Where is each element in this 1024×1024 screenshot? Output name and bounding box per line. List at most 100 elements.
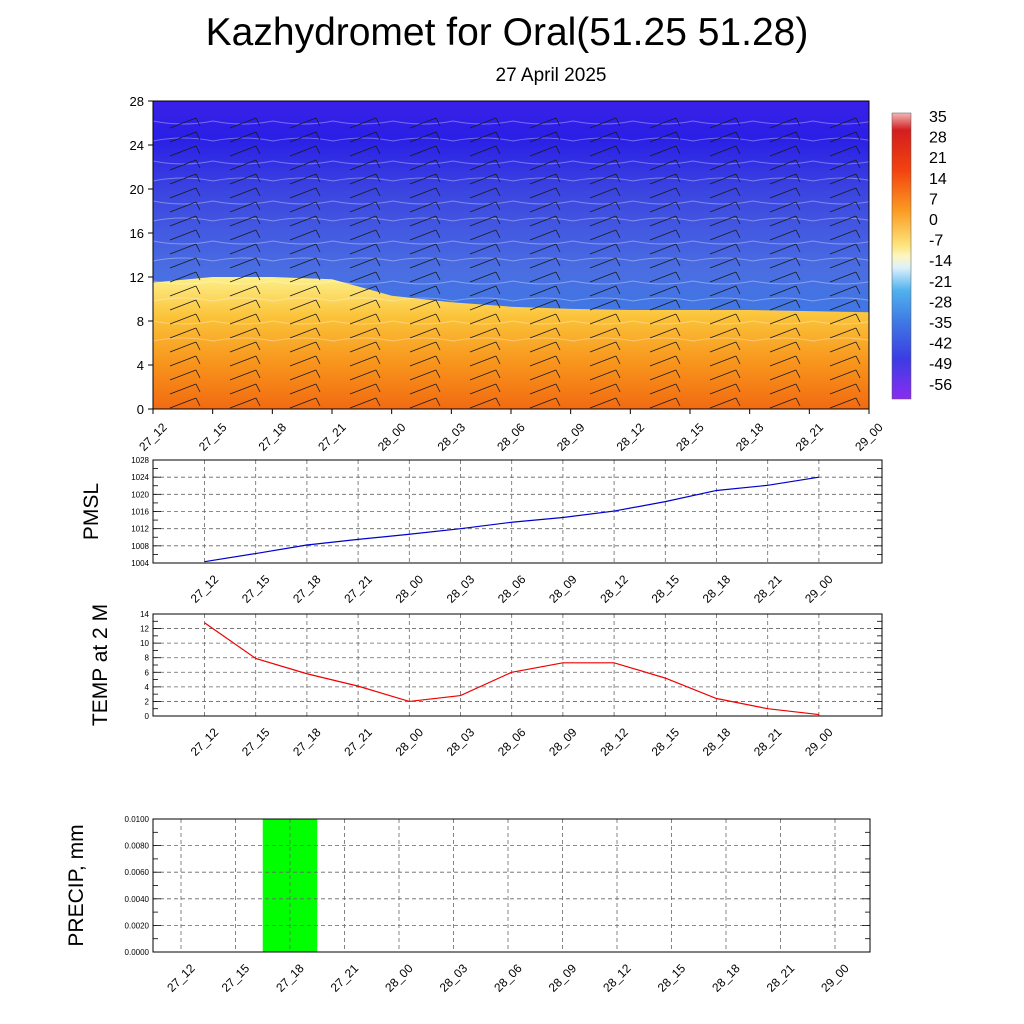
- wind-barb: [409, 117, 441, 129]
- y-tick-label: 0.0020: [125, 921, 150, 930]
- colorbar-label: -7: [929, 233, 943, 250]
- wind-barb: [589, 229, 621, 241]
- wind-barb: [169, 299, 201, 311]
- wind-barb: [469, 313, 501, 325]
- wind-barb: [529, 173, 561, 185]
- colorbar-label: 14: [929, 171, 947, 188]
- wind-barb: [169, 159, 201, 171]
- wind-barb: [409, 355, 441, 367]
- x-tick-label: 27_15: [239, 725, 273, 759]
- y-axis-title: PMSL: [80, 483, 103, 540]
- wind-barb: [409, 383, 441, 395]
- wind-barb: [709, 229, 741, 241]
- wind-barb: [769, 313, 801, 325]
- x-tick-label: 28_21: [764, 961, 798, 995]
- wind-barb: [649, 201, 681, 213]
- colorbar-label: -56: [929, 377, 952, 394]
- wind-barb: [529, 257, 561, 269]
- wind-barb: [229, 313, 261, 325]
- colorbar-label: -49: [929, 356, 952, 373]
- wind-barb: [349, 285, 381, 297]
- x-tick-label: 27_21: [328, 961, 362, 995]
- wind-barb: [349, 355, 381, 367]
- wind-barb: [169, 383, 201, 395]
- x-tick-label: 28_21: [751, 572, 785, 606]
- wind-barb: [829, 229, 861, 241]
- wind-barb: [409, 313, 441, 325]
- wind-barb: [469, 145, 501, 157]
- wind-barb: [829, 187, 861, 199]
- wind-barb: [349, 257, 381, 269]
- wind-barb: [589, 173, 621, 185]
- wind-barb: [769, 299, 801, 311]
- wind-barb: [169, 187, 201, 199]
- wind-barb: [829, 313, 861, 325]
- wind-barb: [349, 173, 381, 185]
- wind-barb: [709, 397, 741, 409]
- wind-barb: [589, 145, 621, 157]
- wind-barb: [769, 397, 801, 409]
- y-tick-label: 8: [145, 654, 150, 663]
- x-tick-label: 28_21: [751, 725, 785, 759]
- wind-barb: [589, 397, 621, 409]
- wind-barb: [589, 187, 621, 199]
- wind-barb: [229, 187, 261, 199]
- wind-barb: [709, 131, 741, 143]
- wind-barb: [469, 131, 501, 143]
- wind-barb: [529, 117, 561, 129]
- x-tick-label: 28_18: [709, 961, 743, 995]
- wind-barb: [829, 299, 861, 311]
- x-tick-label: 28_18: [733, 420, 767, 454]
- wind-barb: [409, 271, 441, 283]
- wind-barb: [589, 285, 621, 297]
- x-tick-label: 29_00: [802, 572, 836, 606]
- x-tick-label: 27_21: [315, 420, 349, 454]
- wind-barb: [589, 215, 621, 227]
- y-tick-label: 0.0040: [125, 895, 150, 904]
- wind-barb: [409, 327, 441, 339]
- wind-barb: [649, 229, 681, 241]
- wind-barb: [529, 243, 561, 255]
- wind-barb: [349, 159, 381, 171]
- wind-barb: [169, 229, 201, 241]
- wind-barb: [229, 341, 261, 353]
- x-tick-label: 29_00: [802, 725, 836, 759]
- y-tick-label: 1012: [131, 525, 149, 534]
- wind-barb: [409, 229, 441, 241]
- wind-barb: [169, 285, 201, 297]
- wind-barb: [289, 159, 321, 171]
- wind-barb: [709, 327, 741, 339]
- y-tick-label: 0.0060: [125, 868, 150, 877]
- wind-barb: [349, 313, 381, 325]
- wind-barb: [349, 243, 381, 255]
- wind-barb: [829, 383, 861, 395]
- contour-line: [153, 320, 869, 325]
- y-tick-label: 1008: [131, 542, 149, 551]
- wind-barb: [469, 299, 501, 311]
- wind-barb: [829, 355, 861, 367]
- x-tick-label: 28_12: [600, 961, 634, 995]
- wind-barb: [229, 257, 261, 269]
- x-tick-label: 28_09: [554, 420, 588, 454]
- wind-barb: [529, 313, 561, 325]
- wind-barb: [829, 215, 861, 227]
- wind-barb: [229, 229, 261, 241]
- wind-barb: [229, 243, 261, 255]
- x-tick-label: 28_09: [546, 961, 580, 995]
- wind-barb: [349, 299, 381, 311]
- wind-barb: [709, 187, 741, 199]
- wind-barb: [649, 159, 681, 171]
- colorbar-label: 7: [929, 191, 938, 208]
- wind-barb: [349, 187, 381, 199]
- wind-barb: [529, 285, 561, 297]
- panel-frame: [152, 459, 883, 564]
- wind-barb: [229, 397, 261, 409]
- wind-barb: [409, 257, 441, 269]
- y-tick-label: 2: [145, 697, 150, 706]
- x-tick-label: 28_15: [673, 420, 707, 454]
- wind-barb: [169, 117, 201, 129]
- wind-barb: [169, 215, 201, 227]
- contour-line: [153, 257, 869, 262]
- x-tick-label: 28_15: [649, 572, 683, 606]
- wind-barb: [649, 257, 681, 269]
